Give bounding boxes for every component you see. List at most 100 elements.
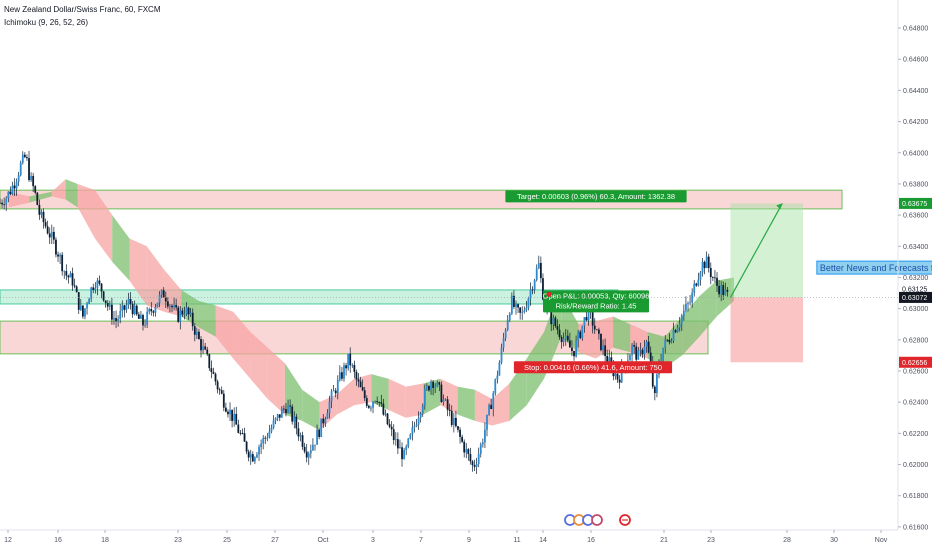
candle[interactable]: [376, 401, 379, 403]
candle[interactable]: [117, 319, 120, 322]
candle[interactable]: [571, 347, 573, 351]
stop-label[interactable]: Stop: 0.00416 (0.66%) 41.6, Amount: 750: [524, 363, 662, 372]
candle[interactable]: [500, 347, 503, 363]
candle[interactable]: [183, 313, 186, 315]
candle[interactable]: [461, 436, 464, 442]
candle[interactable]: [417, 417, 420, 425]
candle[interactable]: [349, 353, 352, 366]
candle[interactable]: [689, 302, 691, 304]
candle[interactable]: [195, 331, 198, 335]
candle[interactable]: [314, 444, 316, 446]
candle[interactable]: [531, 289, 534, 291]
candle[interactable]: [656, 374, 658, 394]
candle[interactable]: [111, 304, 113, 320]
symbol-title[interactable]: New Zealand Dollar/Swiss Franc, 60, FXCM: [4, 5, 161, 14]
candle[interactable]: [407, 438, 410, 447]
candle[interactable]: [23, 154, 26, 158]
candle[interactable]: [46, 226, 49, 234]
candle[interactable]: [484, 429, 486, 443]
candle[interactable]: [125, 304, 128, 310]
candle[interactable]: [57, 254, 59, 257]
candle[interactable]: [243, 433, 246, 442]
candle[interactable]: [492, 393, 495, 409]
candle[interactable]: [307, 453, 310, 458]
candle[interactable]: [647, 341, 650, 353]
candle[interactable]: [88, 298, 91, 305]
candle[interactable]: [320, 418, 323, 437]
candle[interactable]: [119, 311, 122, 320]
candle[interactable]: [28, 158, 30, 181]
candle[interactable]: [693, 283, 696, 293]
candle[interactable]: [144, 324, 146, 326]
open-pnl-label[interactable]: Open P&L: 0.00053, Qty: 60096: [543, 291, 650, 300]
candle[interactable]: [191, 312, 194, 327]
candle[interactable]: [421, 405, 424, 414]
candle[interactable]: [641, 349, 644, 355]
candle[interactable]: [316, 429, 318, 445]
candle[interactable]: [266, 437, 269, 439]
candle[interactable]: [59, 254, 61, 257]
candle[interactable]: [444, 399, 447, 401]
candle[interactable]: [506, 319, 509, 331]
candle[interactable]: [355, 371, 358, 380]
candle[interactable]: [113, 318, 115, 320]
candle[interactable]: [645, 341, 648, 347]
candle[interactable]: [202, 346, 204, 351]
candle[interactable]: [280, 408, 283, 418]
candle[interactable]: [30, 175, 32, 181]
candle[interactable]: [334, 390, 337, 394]
candle[interactable]: [181, 310, 184, 315]
candle[interactable]: [148, 309, 151, 312]
candle[interactable]: [173, 305, 175, 308]
candle[interactable]: [720, 285, 723, 295]
candle[interactable]: [726, 289, 729, 292]
candle[interactable]: [305, 451, 308, 458]
candle[interactable]: [67, 275, 70, 278]
candle[interactable]: [123, 305, 126, 310]
candle[interactable]: [653, 386, 656, 394]
candle[interactable]: [365, 398, 368, 406]
candle[interactable]: [175, 305, 178, 308]
candle[interactable]: [137, 314, 140, 319]
candle[interactable]: [707, 256, 710, 268]
candle[interactable]: [465, 449, 468, 453]
candle[interactable]: [52, 231, 55, 240]
candle[interactable]: [539, 262, 542, 279]
candle[interactable]: [158, 294, 161, 303]
candle[interactable]: [262, 437, 265, 444]
candle[interactable]: [490, 404, 493, 409]
candle[interactable]: [0, 202, 1, 204]
candle[interactable]: [486, 414, 488, 430]
candle[interactable]: [662, 347, 665, 361]
candle[interactable]: [724, 289, 727, 295]
candle[interactable]: [133, 305, 136, 315]
candle[interactable]: [593, 325, 596, 330]
candle[interactable]: [370, 407, 372, 409]
candle[interactable]: [92, 287, 95, 290]
candle[interactable]: [135, 305, 138, 315]
candle[interactable]: [554, 317, 557, 327]
candle[interactable]: [13, 185, 16, 189]
candle[interactable]: [722, 285, 725, 295]
candle[interactable]: [3, 204, 6, 206]
candle[interactable]: [537, 262, 540, 269]
candle[interactable]: [40, 211, 43, 215]
candle[interactable]: [5, 198, 8, 205]
candle[interactable]: [600, 333, 602, 351]
candle[interactable]: [682, 310, 685, 316]
candle[interactable]: [440, 384, 443, 402]
candle[interactable]: [121, 305, 124, 312]
candle[interactable]: [566, 335, 569, 341]
candle[interactable]: [467, 449, 470, 455]
candle[interactable]: [100, 283, 103, 292]
candle[interactable]: [247, 451, 250, 458]
indicator-label[interactable]: Ichimoku (9, 26, 52, 26): [4, 18, 89, 27]
candle[interactable]: [425, 386, 428, 389]
candle[interactable]: [253, 457, 256, 462]
candle[interactable]: [442, 399, 445, 402]
price-tag-label[interactable]: 0.63072: [902, 295, 927, 302]
candle[interactable]: [260, 443, 263, 448]
candle[interactable]: [585, 317, 588, 321]
candle[interactable]: [34, 186, 37, 193]
candle[interactable]: [542, 278, 544, 300]
